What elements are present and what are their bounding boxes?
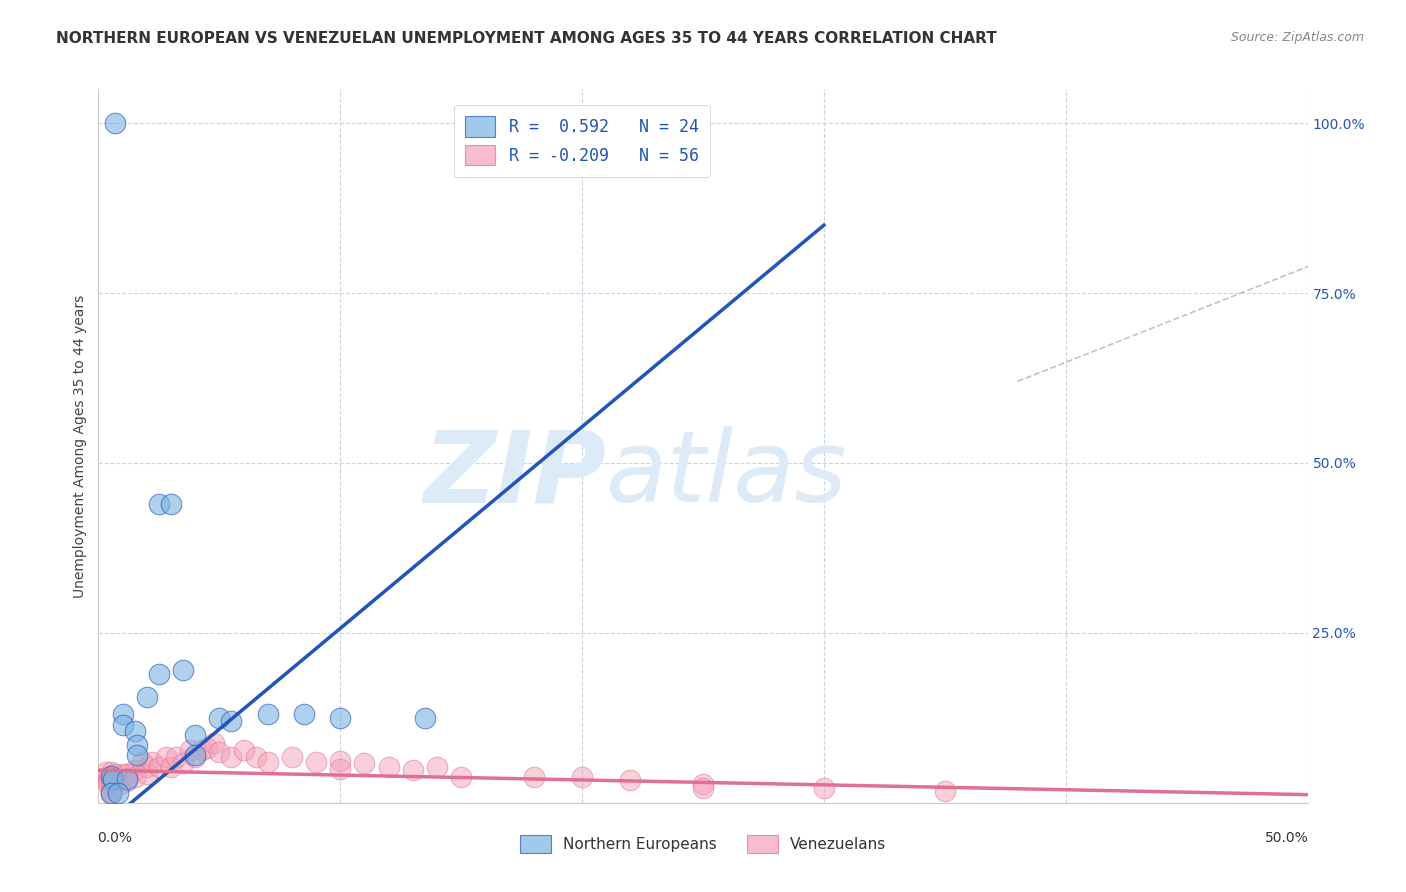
Point bbox=[172, 663, 194, 677]
Point bbox=[256, 755, 278, 769]
Point bbox=[107, 786, 129, 800]
Point bbox=[108, 777, 131, 791]
Point bbox=[450, 770, 472, 784]
Point bbox=[97, 777, 120, 791]
Text: ZIP: ZIP bbox=[423, 426, 606, 523]
Point bbox=[245, 749, 267, 764]
Point bbox=[101, 775, 124, 789]
Point bbox=[111, 772, 134, 786]
Point bbox=[329, 762, 352, 776]
Point bbox=[111, 707, 134, 722]
Point bbox=[100, 774, 122, 789]
Point bbox=[117, 774, 139, 789]
Point bbox=[195, 741, 218, 756]
Point bbox=[571, 770, 593, 784]
Point bbox=[813, 780, 835, 795]
Point bbox=[160, 497, 183, 511]
Point bbox=[402, 763, 425, 777]
Point bbox=[135, 767, 157, 781]
Point bbox=[100, 769, 122, 783]
Point bbox=[204, 736, 226, 750]
Point bbox=[184, 728, 207, 742]
Point bbox=[619, 773, 641, 788]
Point bbox=[131, 755, 153, 769]
Point bbox=[97, 770, 120, 784]
Point bbox=[100, 786, 122, 800]
Point bbox=[104, 767, 127, 781]
Point bbox=[353, 756, 375, 771]
Point bbox=[155, 749, 177, 764]
Point bbox=[165, 749, 187, 764]
Point bbox=[94, 765, 117, 780]
Point bbox=[413, 711, 436, 725]
Text: NORTHERN EUROPEAN VS VENEZUELAN UNEMPLOYMENT AMONG AGES 35 TO 44 YEARS CORRELATI: NORTHERN EUROPEAN VS VENEZUELAN UNEMPLOY… bbox=[56, 31, 997, 46]
Point bbox=[305, 755, 328, 769]
Point bbox=[934, 783, 956, 797]
Text: atlas: atlas bbox=[606, 426, 848, 523]
Text: Source: ZipAtlas.com: Source: ZipAtlas.com bbox=[1230, 31, 1364, 45]
Point bbox=[184, 749, 207, 764]
Point bbox=[329, 754, 352, 768]
Point bbox=[124, 724, 146, 739]
Point bbox=[111, 717, 134, 731]
Point bbox=[100, 765, 122, 780]
Point bbox=[117, 772, 139, 786]
Point bbox=[117, 767, 139, 781]
Point bbox=[135, 690, 157, 705]
Point bbox=[104, 116, 127, 130]
Point bbox=[100, 770, 122, 784]
Point bbox=[232, 743, 254, 757]
Y-axis label: Unemployment Among Ages 35 to 44 years: Unemployment Among Ages 35 to 44 years bbox=[73, 294, 87, 598]
Legend: Northern Europeans, Venezuelans: Northern Europeans, Venezuelans bbox=[513, 829, 893, 859]
Point bbox=[329, 711, 352, 725]
Point bbox=[191, 743, 214, 757]
Point bbox=[111, 767, 134, 781]
Point bbox=[148, 760, 170, 774]
Point bbox=[172, 756, 194, 771]
Point bbox=[148, 666, 170, 681]
Point bbox=[160, 760, 183, 774]
Point bbox=[208, 711, 231, 725]
Point bbox=[692, 780, 714, 795]
Point bbox=[148, 497, 170, 511]
Point bbox=[100, 783, 122, 797]
Point bbox=[127, 748, 149, 763]
Point bbox=[124, 763, 146, 777]
Point bbox=[256, 707, 278, 722]
Point bbox=[179, 743, 201, 757]
Point bbox=[107, 772, 129, 786]
Point bbox=[100, 779, 122, 793]
Point bbox=[377, 760, 399, 774]
Point bbox=[221, 714, 243, 729]
Text: 50.0%: 50.0% bbox=[1265, 831, 1309, 845]
Point bbox=[281, 749, 304, 764]
Point bbox=[135, 760, 157, 774]
Point bbox=[127, 738, 149, 752]
Point bbox=[141, 755, 163, 769]
Point bbox=[101, 770, 124, 784]
Text: 0.0%: 0.0% bbox=[97, 831, 132, 845]
Point bbox=[101, 772, 124, 786]
Point bbox=[692, 777, 714, 791]
Point bbox=[221, 749, 243, 764]
Point bbox=[208, 745, 231, 759]
Point bbox=[124, 770, 146, 784]
Point bbox=[97, 774, 120, 789]
Point bbox=[184, 748, 207, 763]
Point bbox=[100, 787, 122, 801]
Point bbox=[523, 770, 546, 784]
Point bbox=[426, 760, 449, 774]
Point bbox=[292, 707, 315, 722]
